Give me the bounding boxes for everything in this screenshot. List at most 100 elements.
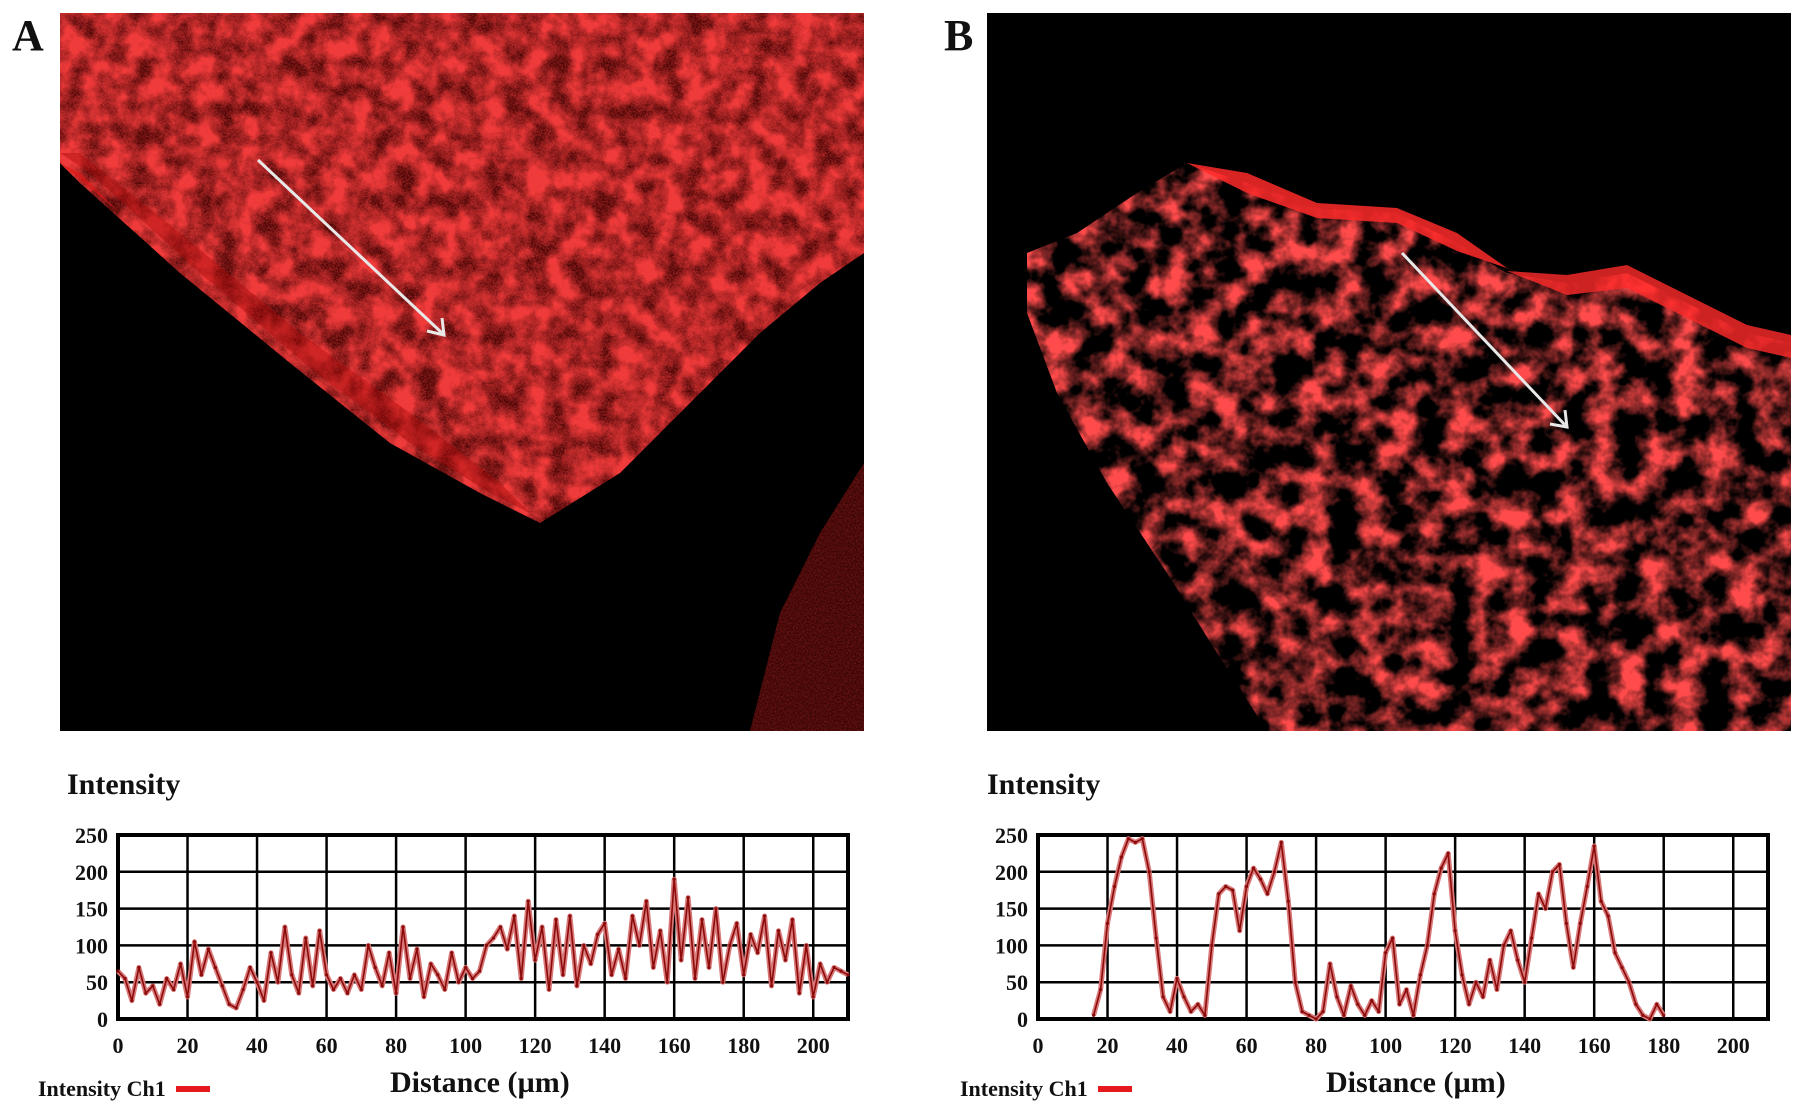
chart-a-data-point (352, 973, 356, 977)
chart-a-data-point (749, 932, 753, 936)
chart-a-data-point (422, 995, 426, 999)
chart-b-data-point (1251, 866, 1256, 870)
chart-a-data-point (262, 999, 266, 1003)
chart-b-data-point (1119, 855, 1124, 859)
chart-a-data-point (220, 984, 224, 988)
chart-a-xtick-label: 60 (316, 1033, 338, 1058)
chart-a-data-point (331, 987, 336, 992)
chart-b-data-point (1620, 965, 1624, 970)
panel-letter-b: B (944, 11, 974, 60)
chart-a-data-point (575, 984, 579, 988)
chart-a-data-point (547, 987, 551, 992)
chart-b-data-point (1384, 951, 1388, 955)
chart-b-data-point (1189, 1010, 1193, 1014)
chart-a-data-point (589, 962, 593, 966)
chart-b-data-point (1655, 1002, 1659, 1006)
chart-b-ytick-label: 50 (1006, 970, 1028, 995)
chart-b-data-point (1411, 1013, 1416, 1017)
chart-a-data-point (297, 991, 301, 995)
chart-b-data-point (1335, 995, 1339, 999)
chart-a-data-point (693, 976, 697, 981)
chart-b-data-point (1286, 899, 1290, 903)
arrow-b (1400, 251, 1567, 427)
chart-a-legend-label: Intensity Ch1 (38, 1076, 166, 1101)
chart-a-data-point (457, 980, 461, 984)
chart-b-data-point (1349, 984, 1353, 988)
chart-b-data-point (1105, 921, 1110, 925)
chart-a-data-point (470, 976, 475, 981)
chart-a-data-point (491, 936, 496, 940)
chart-a-data-point (269, 951, 273, 955)
chart-b-data-point (1224, 884, 1228, 889)
chart-a-data-point (596, 932, 600, 936)
chart-b-data-point (1509, 929, 1513, 933)
chart-b-data-point (1217, 892, 1221, 896)
chart-a-data-point (199, 973, 204, 977)
chart-b-data-point (1397, 1002, 1402, 1006)
chart-a-xtick-label: 0 (113, 1033, 124, 1058)
chart-a: 0 20 40 60 80 100 120 140 160 180 200 0 50 100 150 200 2… (75, 823, 850, 1058)
chart-a-data-point (582, 943, 586, 947)
chart-b-data-point (1592, 844, 1596, 848)
chart-a-data-point (387, 951, 391, 955)
chart-b-xtick-label: 20 (1097, 1033, 1119, 1058)
chart-a-data-point (790, 918, 794, 922)
chart-b-data-point (1439, 866, 1443, 870)
chart-a-data-point (818, 962, 822, 966)
chart-b-data-point (1536, 892, 1541, 896)
chart-a-data-point (630, 914, 635, 918)
chart-a-data-point (477, 969, 482, 973)
chart-a-data-point (401, 925, 405, 929)
chart-b-data-point (1140, 837, 1144, 841)
chart-a-data-point (512, 914, 516, 918)
chart-b-data-point (1543, 907, 1548, 911)
chart-a-data-point (672, 877, 676, 881)
chart-a-xtick-label: 160 (658, 1033, 691, 1058)
chart-a-data-point (498, 925, 502, 929)
chart-b-data-point (1571, 965, 1575, 970)
chart-a-title: Intensity (67, 768, 181, 801)
chart-b-data-point (1523, 980, 1527, 984)
chart-a-data-point (283, 925, 287, 929)
chart-a-xtick-label: 100 (449, 1033, 482, 1058)
chart-a-data-point (227, 1002, 231, 1006)
chart-b-data-point (1238, 929, 1242, 933)
chart-a-xtick-label: 80 (385, 1033, 407, 1058)
chart-b-data-point (1098, 987, 1103, 992)
chart-b-data-point (1474, 980, 1478, 984)
chart-a-data-point (366, 943, 370, 947)
chart-b-data-point (1418, 973, 1422, 977)
chart-a-data-point (130, 999, 134, 1003)
chart-b-data-point (1356, 1002, 1360, 1006)
chart-a-data-point (756, 951, 760, 955)
chart-a-data-point (644, 899, 648, 903)
chart-b-data-point (1168, 1010, 1172, 1014)
chart-a-data-point (665, 980, 669, 984)
chart-b-data-point (1244, 884, 1249, 889)
chart-b-data-point (1147, 870, 1151, 874)
chart-a-data-point (721, 980, 725, 984)
chart-a-data-point (839, 969, 843, 973)
chart-b-data-point (1662, 1013, 1666, 1017)
chart-a-xtick-label: 180 (727, 1033, 760, 1058)
chart-a-data-point (311, 984, 315, 988)
chart-a-data-point (700, 918, 704, 922)
chart-a-data-point (345, 991, 350, 995)
chart-a-data-point (561, 973, 565, 977)
chart-a-data-point (137, 965, 141, 970)
chart-a-data-point (742, 973, 746, 977)
chart-a-data-point (707, 965, 711, 970)
chart-b-data-point (1126, 837, 1130, 841)
chart-b-data-point (1231, 888, 1235, 892)
chart-a-data-point (568, 914, 572, 918)
chart-b-data-point (1530, 936, 1534, 940)
chart-b-data-point (1495, 987, 1499, 992)
chart-b-data-point (1203, 1013, 1207, 1017)
chart-b-data-point (1328, 962, 1332, 966)
micrograph-b (987, 13, 1791, 731)
chart-b-data-point (1314, 1017, 1318, 1021)
chart-a-data-point (728, 943, 732, 947)
chart-a-data-point (526, 899, 530, 903)
panel-letter-a: A (12, 11, 44, 60)
chart-a-data-point (144, 991, 148, 995)
